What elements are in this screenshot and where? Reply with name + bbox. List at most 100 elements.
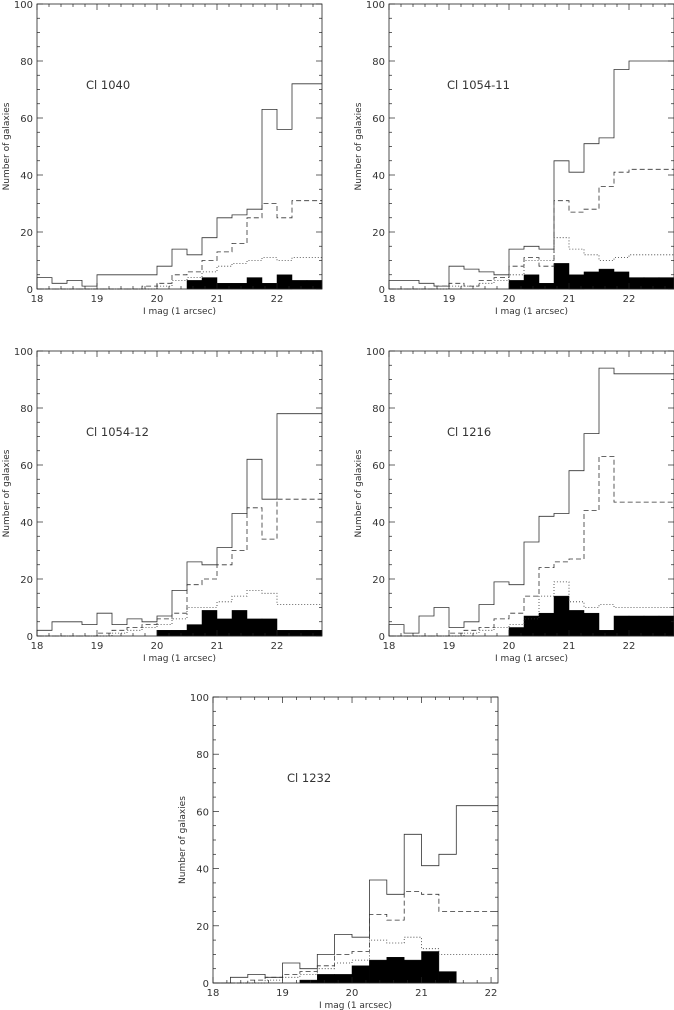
y-tick-label: 20 — [196, 922, 209, 933]
y-tick-label: 40 — [20, 518, 33, 529]
filled-bar — [351, 965, 370, 984]
y-tick-label: 0 — [379, 285, 385, 296]
solid-histogram-line — [36, 83, 322, 289]
filled-bar — [291, 280, 308, 290]
y-tick-label: 0 — [27, 285, 33, 296]
filled-bar — [186, 280, 203, 290]
filled-bar — [658, 277, 674, 290]
filled-bar — [421, 951, 440, 984]
filled-bar — [598, 268, 615, 290]
filled-bar — [216, 283, 233, 290]
y-tick-label: 100 — [190, 693, 209, 704]
panel-1: 18 19 20 21 22 0 20 40 60 80 100 I mag (1 arcsec) Nu… — [354, 0, 674, 317]
filled-bar — [291, 630, 308, 637]
x-tick-label: 21 — [211, 641, 224, 652]
filled-bar — [643, 615, 660, 637]
dotted-histogram-line — [37, 590, 322, 637]
filled-bar — [508, 627, 525, 637]
dashed-histogram-line — [213, 891, 498, 984]
x-tick-label: 20 — [503, 641, 516, 652]
x-tick-label: 18 — [31, 641, 44, 652]
y-tick-label: 40 — [20, 171, 33, 182]
filled-bar — [553, 595, 570, 637]
x-tick-label: 20 — [346, 988, 359, 999]
y-axis-title: Number of galaxies — [354, 102, 364, 190]
filled-bar — [261, 618, 278, 637]
y-axis-title: Number of galaxies — [2, 102, 12, 190]
y-tick-label: 20 — [372, 228, 385, 239]
filled-bar — [186, 624, 203, 637]
filled-bar — [306, 280, 323, 290]
plot-frame — [388, 350, 674, 637]
x-tick-label: 18 — [383, 641, 396, 652]
filled-bar — [568, 274, 585, 290]
x-tick-label: 18 — [383, 294, 396, 305]
filled-bar — [231, 283, 248, 290]
x-tick-label: 19 — [443, 294, 456, 305]
filled-bar — [246, 277, 263, 290]
y-tick-label: 60 — [372, 461, 385, 472]
filled-bar — [553, 263, 570, 290]
filled-bar — [369, 959, 388, 984]
y-tick-label: 40 — [372, 171, 385, 182]
filled-bar — [171, 630, 188, 637]
x-tick-label: 20 — [503, 294, 516, 305]
filled-bar — [538, 612, 555, 637]
filled-bar — [628, 615, 645, 637]
x-tick-label: 20 — [151, 641, 164, 652]
y-axis-title: Number of galaxies — [354, 449, 364, 537]
filled-bar — [613, 615, 630, 637]
dashed-histogram-line — [389, 168, 674, 290]
y-tick-label: 100 — [366, 347, 385, 358]
filled-bar — [201, 277, 218, 290]
y-tick-label: 80 — [196, 750, 209, 761]
x-tick-label: 18 — [31, 294, 44, 305]
dashed-histogram-line — [389, 456, 674, 637]
panel-0: 18 19 20 21 22 0 20 40 60 80 100 I mag (1 arcsec) Nu… — [2, 0, 323, 317]
y-tick-label: 0 — [379, 632, 385, 643]
panel-3: 18 19 20 21 22 0 20 40 60 80 100 I mag (1 arcsec) Nu… — [354, 347, 674, 664]
filled-bar — [523, 274, 540, 290]
filled-bar — [201, 610, 218, 637]
y-tick-label: 80 — [20, 404, 33, 415]
filled-bar — [261, 283, 278, 290]
y-tick-label: 80 — [372, 404, 385, 415]
filled-bar — [216, 618, 233, 637]
y-tick-label: 60 — [372, 114, 385, 125]
x-axis-title: I mag (1 arcsec) — [319, 1001, 392, 1010]
x-tick-label: 22 — [271, 641, 284, 652]
solid-histogram-line — [36, 413, 322, 636]
filled-bar — [317, 974, 335, 984]
filled-bar — [276, 630, 293, 637]
filled-bar — [438, 971, 457, 984]
filled-bar — [246, 618, 263, 637]
y-tick-label: 20 — [20, 575, 33, 586]
filled-bar — [658, 615, 674, 637]
x-axis-title: I mag (1 arcsec) — [143, 654, 216, 664]
filled-bar — [643, 277, 660, 290]
x-tick-label: 22 — [623, 641, 636, 652]
x-tick-label: 21 — [415, 988, 428, 999]
x-axis-title: I mag (1 arcsec) — [495, 654, 568, 664]
cluster-label: Cl 1054-12 — [86, 425, 149, 439]
y-tick-label: 40 — [372, 518, 385, 529]
x-tick-label: 22 — [485, 988, 498, 999]
filled-bar — [299, 979, 318, 984]
filled-bar — [276, 274, 293, 290]
cluster-label: Cl 1054-11 — [447, 78, 510, 92]
filled-bar — [231, 610, 248, 637]
plot-frame — [212, 696, 499, 984]
y-tick-label: 100 — [14, 347, 33, 358]
x-tick-label: 22 — [623, 294, 636, 305]
x-tick-label: 19 — [91, 294, 104, 305]
cluster-label: Cl 1040 — [86, 78, 130, 92]
plot-frame — [36, 3, 323, 290]
cluster-label: Cl 1216 — [447, 425, 491, 439]
filled-bar — [583, 612, 600, 637]
filled-bar — [306, 630, 323, 637]
x-axis-title: I mag (1 arcsec) — [495, 307, 568, 317]
filled-bar — [568, 610, 585, 637]
y-axis-title: Number of galaxies — [178, 796, 188, 884]
y-axis-title: Number of galaxies — [2, 449, 12, 537]
filled-bar — [403, 959, 422, 984]
